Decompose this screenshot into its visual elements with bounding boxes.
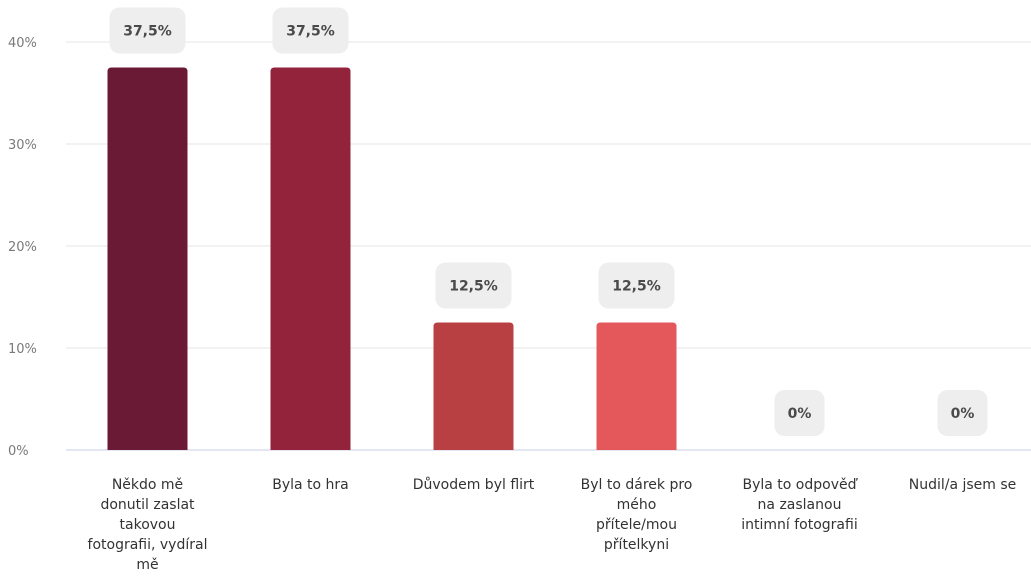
x-axis: Někdo mě donutil zaslat takovou fotografii,…	[88, 477, 1017, 573]
grid-lines	[66, 41, 1031, 451]
value-label-background	[272, 7, 349, 54]
x-tick-label: Byla to hra	[272, 477, 349, 493]
bars	[107, 67, 677, 451]
y-tick-label: 20%	[8, 240, 37, 255]
y-tick-label: 10%	[8, 342, 37, 357]
value-label-background	[109, 7, 186, 54]
x-tick-label: Někdo mě donutil zaslat takovou fotografii,…	[88, 477, 208, 573]
value-label: 0%	[951, 406, 975, 422]
x-tick-label: Byla to odpověď na zaslanou intimní fotogr…	[741, 477, 858, 533]
value-labels: 37,5% 37,5% 12,5% 12,5% 0% 0%	[109, 7, 988, 436]
y-axis: 0% 10% 20% 30% 40%	[8, 36, 37, 459]
value-label: 37,5%	[123, 24, 172, 40]
bar[interactable]	[107, 67, 188, 451]
value-label: 12,5%	[449, 279, 498, 295]
value-label-background	[435, 262, 512, 309]
bar[interactable]	[270, 67, 351, 451]
value-label-background	[774, 390, 825, 436]
x-tick-label: Důvodem byl flirt	[413, 477, 535, 493]
y-tick-label: 0%	[8, 444, 29, 459]
x-tick-label: Nudil/a jsem se	[909, 477, 1017, 493]
bar[interactable]	[433, 322, 514, 451]
value-label: 12,5%	[612, 279, 661, 295]
value-label: 37,5%	[286, 24, 335, 40]
value-label: 0%	[788, 406, 812, 422]
value-label-background	[598, 262, 675, 309]
value-label-background	[937, 390, 988, 436]
y-tick-label: 30%	[8, 138, 37, 153]
y-tick-label: 40%	[8, 36, 37, 51]
bar[interactable]	[596, 322, 677, 451]
x-tick-label: Byl to dárek pro mého přítele/mou přítelkyn…	[581, 477, 693, 553]
